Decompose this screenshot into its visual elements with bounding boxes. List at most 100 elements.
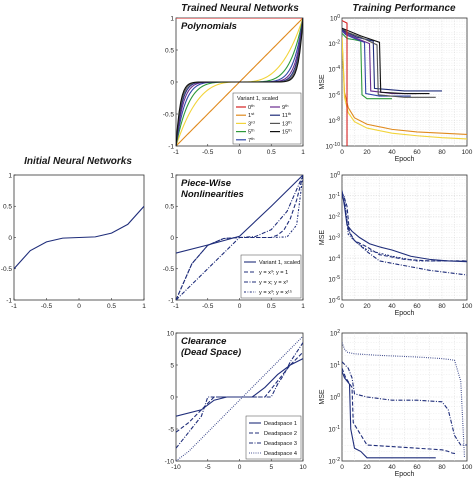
series-line-3 bbox=[342, 32, 392, 100]
y-tick-label: -10 bbox=[165, 458, 175, 465]
y-tick-label: 100 bbox=[330, 393, 340, 402]
legend-label: y = x³; y = 1 bbox=[259, 270, 288, 276]
legend: Deadspace 1 Deadspace 2 Deadspace 3 Deadspa… bbox=[245, 415, 302, 460]
legend-label: Deadspace 2 bbox=[264, 431, 297, 437]
x-tick-label: 40 bbox=[388, 464, 396, 471]
legend-label: Variant 1, scaled bbox=[259, 260, 300, 266]
x-axis-label: Epoch bbox=[395, 156, 415, 163]
y-tick-label: 10-10 bbox=[326, 142, 341, 151]
series-line-15 bbox=[176, 18, 303, 146]
legend-label: Deadspace 3 bbox=[264, 441, 297, 447]
y-tick-label: 10-4 bbox=[328, 254, 340, 263]
series-line-4 bbox=[342, 193, 467, 262]
panel-title-line: (Dead Space) bbox=[181, 347, 241, 358]
x-tick-label: 100 bbox=[462, 464, 473, 471]
x-tick-label: 0 bbox=[340, 464, 344, 471]
x-tick-label: 40 bbox=[388, 149, 396, 156]
x-tick-label: 80 bbox=[438, 303, 446, 310]
y-tick-label: 10-2 bbox=[328, 213, 340, 222]
header-trained: Trained Neural Networks bbox=[181, 3, 299, 14]
legend-label: 7th bbox=[248, 136, 254, 144]
y-tick-label: 10-6 bbox=[328, 91, 340, 100]
legend-title: Variant 1, scaled bbox=[237, 96, 278, 102]
y-tick-label: 0.5 bbox=[3, 204, 12, 211]
x-tick-label: 0 bbox=[340, 303, 344, 310]
x-tick-label: 1 bbox=[301, 303, 305, 310]
y-tick-label: 0.5 bbox=[165, 47, 174, 54]
legend-label: 5th bbox=[248, 128, 254, 136]
legend-label: 13th bbox=[282, 119, 292, 127]
series-line-4 bbox=[342, 30, 411, 97]
header-initial: Initial Neural Networks bbox=[24, 156, 132, 167]
panel-title-line: Clearance bbox=[181, 336, 227, 347]
legend-box bbox=[232, 92, 302, 145]
x-tick-label: -10 bbox=[171, 464, 181, 471]
x-tick-label: -1 bbox=[173, 303, 179, 310]
y-tick-label: 101 bbox=[330, 361, 340, 370]
chart-clearance: -10 -5 0 5 10 10 5 0 -5 -10 Clearance(Dead Space) D… bbox=[165, 330, 307, 471]
y-tick-label: -5 bbox=[168, 426, 174, 433]
series-line-3 bbox=[176, 342, 303, 449]
x-tick-label: 0.5 bbox=[267, 303, 276, 310]
legend-label: Deadspace 4 bbox=[264, 451, 297, 457]
y-tick-label: 100 bbox=[330, 14, 340, 23]
y-tick-label: -0.5 bbox=[163, 266, 175, 273]
x-axis-label: Epoch bbox=[395, 310, 415, 317]
y-tick-label: 10-6 bbox=[328, 296, 340, 305]
series-group bbox=[176, 175, 303, 300]
series-line-1 bbox=[342, 37, 467, 136]
x-tick-label: 20 bbox=[363, 149, 371, 156]
x-tick-label: -0.5 bbox=[202, 303, 214, 310]
legend-label: 15th bbox=[282, 128, 292, 136]
x-tick-label: 0 bbox=[238, 303, 242, 310]
chart-initial: -1 -0.5 0 0.5 1 1 0.5 0 -0.5 -1 bbox=[1, 172, 146, 310]
x-tick-label: 1 bbox=[142, 303, 146, 310]
x-tick-label: 80 bbox=[438, 464, 446, 471]
series-line-3 bbox=[176, 175, 303, 300]
chart-pw_perf: 0 20 40 60 80 100 100 10-1 10-2 10-3 10-4 10-5 10-6 E… bbox=[319, 171, 473, 317]
panel-title-line: Piece-Wise bbox=[181, 178, 232, 189]
legend: Variant 1, scaled y = x³; y = 1 y = x; y =… bbox=[240, 254, 302, 299]
series-line-2 bbox=[342, 367, 458, 455]
x-tick-label: 20 bbox=[363, 303, 371, 310]
chart-cl_perf: 0 20 40 60 80 100 102 101 100 10-1 10-2 Epoch MSE bbox=[319, 329, 473, 478]
y-tick-label: 10-8 bbox=[328, 116, 340, 125]
y-axis-label: MSE bbox=[319, 389, 326, 405]
x-tick-label: 0 bbox=[340, 149, 344, 156]
x-tick-label: 1 bbox=[301, 149, 305, 156]
legend-label: 0th bbox=[248, 103, 254, 111]
x-tick-label: 80 bbox=[438, 149, 446, 156]
series-line-5 bbox=[342, 29, 417, 95]
x-tick-label: 60 bbox=[413, 464, 421, 471]
y-axis-label: MSE bbox=[319, 74, 326, 90]
panel-title: Polynomials bbox=[181, 21, 237, 32]
series-group bbox=[342, 342, 467, 459]
x-tick-label: 100 bbox=[462, 303, 473, 310]
series-group bbox=[342, 20, 467, 146]
legend: Variant 1, scaled0th1st3rd5th7th9th11th1… bbox=[232, 92, 302, 145]
series-group bbox=[342, 190, 467, 276]
series-line-4 bbox=[176, 335, 303, 461]
y-tick-label: 10-3 bbox=[328, 234, 340, 243]
y-tick-label: 5 bbox=[170, 362, 174, 369]
y-tick-label: 0 bbox=[170, 79, 174, 86]
y-tick-label: 0 bbox=[170, 394, 174, 401]
y-tick-label: 1 bbox=[8, 172, 12, 179]
series-line-4 bbox=[342, 342, 466, 458]
x-tick-label: 10 bbox=[299, 464, 307, 471]
x-tick-label: 60 bbox=[413, 303, 421, 310]
y-tick-label: -1 bbox=[6, 297, 12, 304]
legend-label: 11th bbox=[282, 111, 291, 119]
y-tick-label: 1 bbox=[170, 172, 174, 179]
series-line-9 bbox=[342, 20, 348, 146]
series-line-3 bbox=[342, 361, 467, 446]
x-tick-label: -5 bbox=[205, 464, 211, 471]
legend-label: y = x³; y = x¹⁵ bbox=[259, 289, 292, 296]
y-tick-label: 10 bbox=[167, 330, 175, 337]
x-tick-label: 0.5 bbox=[267, 149, 276, 156]
series-group bbox=[14, 205, 144, 270]
y-tick-label: -1 bbox=[168, 297, 174, 304]
x-tick-label: 20 bbox=[363, 464, 371, 471]
y-tick-label: 10-5 bbox=[328, 275, 340, 284]
